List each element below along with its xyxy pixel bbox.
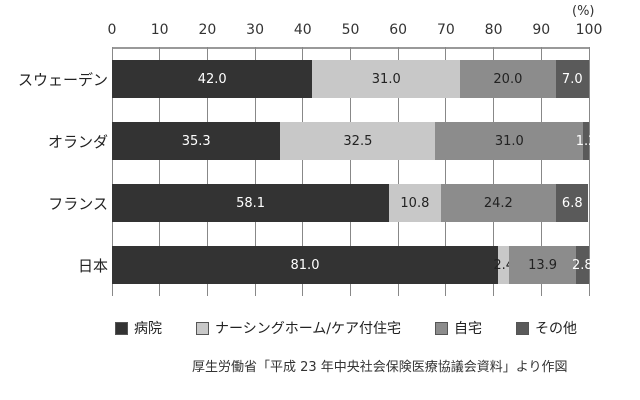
bar-segment: 32.5 bbox=[280, 122, 436, 160]
x-tick-label: 90 bbox=[532, 22, 551, 38]
legend-label: その他 bbox=[535, 321, 578, 337]
legend-swatch bbox=[516, 321, 530, 335]
gridline bbox=[445, 47, 447, 296]
gridline bbox=[302, 47, 304, 296]
x-tick-label: 80 bbox=[484, 22, 503, 38]
stacked-bar: 81.0 2.4 13.9 2.8 bbox=[112, 246, 593, 284]
x-tick-label: 60 bbox=[389, 22, 408, 38]
gridline bbox=[493, 47, 495, 296]
category-label: オランダ bbox=[47, 133, 108, 151]
x-tick-label: 20 bbox=[198, 22, 217, 38]
bar-segment: 24.2 bbox=[440, 184, 557, 222]
stacked-bar: 35.3 32.5 31.0 1.2 bbox=[112, 122, 596, 160]
legend-item: 自宅 bbox=[435, 318, 482, 338]
bar-segment: 35.3 bbox=[112, 122, 281, 160]
x-tick-label: 50 bbox=[341, 22, 360, 38]
gridline bbox=[111, 47, 113, 296]
gridline bbox=[350, 47, 351, 296]
legend-label: 自宅 bbox=[454, 321, 483, 337]
bar-segment: 2.4 bbox=[493, 246, 514, 284]
legend-item: 病院 bbox=[115, 318, 162, 338]
bar-segment: 58.1 bbox=[112, 184, 390, 222]
bar-segment: 31.0 bbox=[312, 60, 461, 98]
legend-label: ナーシングホーム/ケア付住宅 bbox=[215, 321, 402, 337]
bar-segment: 1.2 bbox=[576, 122, 596, 160]
bar-segment: 42.0 bbox=[112, 60, 313, 98]
legend-swatch bbox=[435, 321, 449, 335]
unit-label: (%) bbox=[572, 4, 595, 19]
bar-segment: 7.0 bbox=[555, 60, 589, 98]
gridline bbox=[397, 47, 399, 296]
bar-segment: 13.9 bbox=[509, 246, 576, 284]
category-label: スウェーデン bbox=[17, 71, 108, 89]
gridline bbox=[206, 47, 208, 296]
bar-segment: 2.8 bbox=[572, 246, 593, 284]
bar-segment: 20.0 bbox=[460, 60, 556, 98]
gridline bbox=[540, 47, 542, 296]
bar-segment: 10.8 bbox=[389, 184, 441, 222]
stacked-bar: 58.1 10.8 24.2 6.8 bbox=[112, 184, 589, 222]
gridline bbox=[159, 47, 161, 296]
legend-item: ナーシングホーム/ケア付住宅 bbox=[196, 318, 401, 338]
x-tick-label: 100 bbox=[575, 22, 603, 38]
legend-swatch bbox=[115, 321, 128, 335]
legend-item: その他 bbox=[516, 318, 577, 338]
category-label: フランス bbox=[48, 195, 108, 213]
gridline bbox=[254, 47, 256, 296]
bar-segment: 31.0 bbox=[435, 122, 584, 160]
stacked-bar: 42.0 31.0 20.0 7.0 bbox=[112, 60, 589, 98]
x-tick-label: 40 bbox=[293, 22, 312, 38]
category-label: 日本 bbox=[77, 257, 108, 275]
bar-segment: 81.0 bbox=[112, 246, 498, 284]
legend-label: 病院 bbox=[134, 321, 162, 337]
x-tick-label: 30 bbox=[246, 22, 265, 38]
legend: 病院 ナーシングホーム/ケア付住宅 自宅 その他 bbox=[115, 318, 611, 338]
x-tick-label: 0 bbox=[107, 22, 117, 38]
gridline bbox=[588, 47, 590, 296]
x-tick-label: 70 bbox=[436, 22, 455, 38]
bar-segment: 6.8 bbox=[556, 184, 589, 222]
legend-swatch bbox=[196, 321, 209, 335]
source-note: 厚生労働省「平成 23 年中央社会保険医療協議会資料」より作図 bbox=[192, 360, 568, 375]
x-tick-label: 10 bbox=[150, 22, 169, 38]
